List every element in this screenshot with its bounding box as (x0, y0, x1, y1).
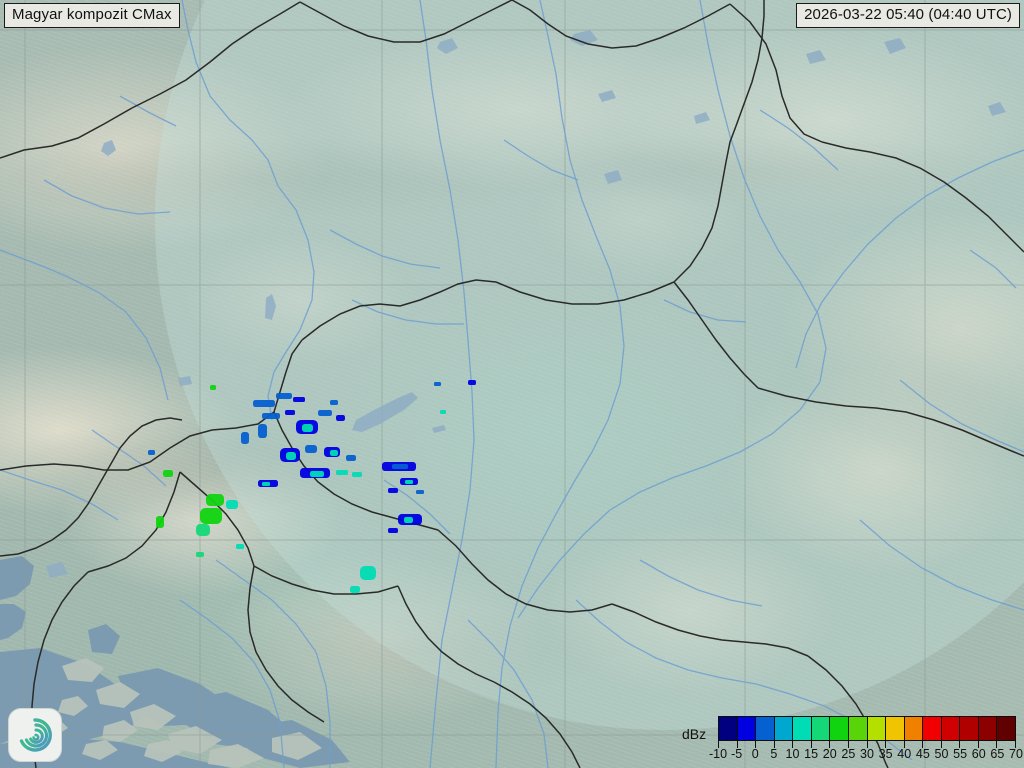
legend-tick-label: 45 (915, 747, 930, 761)
legend-tick-label: 25 (841, 747, 856, 761)
legend-swatch-5-10 (774, 717, 794, 740)
legend-tick (868, 741, 887, 748)
legend-tick-label: -5 (731, 747, 743, 761)
legend-swatch-25-30 (848, 717, 868, 740)
legend-tick (849, 741, 868, 748)
legend-tick-cell: 65 70 (990, 747, 1023, 765)
legend-tick-labels: -10 -5 0 5 10 15 20 25 30 35 40 45 50 55 60 65 70 (709, 747, 1023, 765)
legend-tick-cell: 35 (879, 747, 905, 765)
legend-unit-label: dBz (682, 726, 707, 742)
legend-tick (830, 741, 849, 748)
legend-tick-cell: -10 (709, 747, 737, 765)
legend-tick-cell: 5 (770, 747, 793, 765)
dbz-color-legend: dBz -10 -5 0 5 10 15 20 25 30 35 40 45 50 55 60 65 70 (680, 713, 1023, 765)
timestamp-box: 2026-03-22 05:40 (04:40 UTC) (796, 3, 1020, 28)
legend-tick (905, 741, 924, 748)
legend-tick (923, 741, 942, 748)
legend-swatch-35-40 (886, 717, 905, 740)
legend-tick (812, 741, 831, 748)
legend-tick-label: -10 (708, 747, 728, 761)
legend-tick-cell: 60 (972, 747, 998, 765)
legend-tick-cell: -5 (731, 747, 756, 765)
legend-tick (942, 741, 961, 748)
legend-tick-cell: 20 (823, 747, 849, 765)
legend-tick-label: 50 (934, 747, 949, 761)
legend-swatch--10--5 (719, 717, 738, 740)
legend-tick-cell: 10 (786, 747, 812, 765)
legend-tick-label: 30 (860, 747, 874, 761)
legend-swatch-20-25 (830, 717, 849, 740)
legend-swatch-40-45 (904, 717, 924, 740)
legend-swatch-45-50 (923, 717, 942, 740)
legend-swatch-50-55 (941, 717, 961, 740)
legend-tick-label: 0 (751, 747, 759, 761)
legend-tick-label: 55 (953, 747, 968, 761)
legend-tick-label: 5 (770, 747, 778, 761)
legend-tick-marks (718, 741, 1016, 748)
legend-tick (738, 741, 757, 748)
legend-tick-cell: 15 (804, 747, 830, 765)
legend-tick-cell: 55 (953, 747, 979, 765)
legend-swatch-55-60 (960, 717, 979, 740)
legend-tick (775, 741, 794, 748)
legend-tick-label: 20 (822, 747, 837, 761)
legend-tick (960, 741, 979, 748)
legend-swatch-15-20 (811, 717, 831, 740)
legend-tick-label: 35 (878, 747, 893, 761)
product-title-box: Magyar kompozit CMax (4, 3, 180, 28)
legend-tick-label: 10 (785, 747, 800, 761)
legend-tick-label: 65 (990, 747, 1005, 761)
legend-tick (756, 741, 775, 748)
legend-tick-cell: 50 (935, 747, 961, 765)
legend-color-bar (718, 716, 1016, 741)
legend-tick-cell: 30 (860, 747, 886, 765)
legend-tick-cell: 0 (751, 747, 774, 765)
legend-tick-cell: 40 (897, 747, 923, 765)
legend-tick-label: 40 (897, 747, 912, 761)
legend-tick (719, 741, 738, 748)
legend-tick-cell: 25 (841, 747, 867, 765)
legend-tick-label: 60 (971, 747, 986, 761)
legend-tick (793, 741, 812, 748)
legend-tick-cell: 45 (916, 747, 942, 765)
legend-swatch-10-15 (793, 717, 812, 740)
legend-tick (979, 741, 998, 748)
legend-swatch-60-65 (978, 717, 998, 740)
spiral-logo-icon (19, 718, 52, 752)
legend-tick (886, 741, 905, 748)
legend-swatch--5-0 (737, 717, 757, 740)
legend-swatch-30-35 (867, 717, 887, 740)
legend-swatch-0-5 (756, 717, 775, 740)
legend-tick-label: 70 (1009, 747, 1023, 761)
legend-swatch-65-70 (997, 717, 1015, 740)
weather-service-logo[interactable] (8, 708, 62, 762)
legend-tick-label: 15 (804, 747, 819, 761)
